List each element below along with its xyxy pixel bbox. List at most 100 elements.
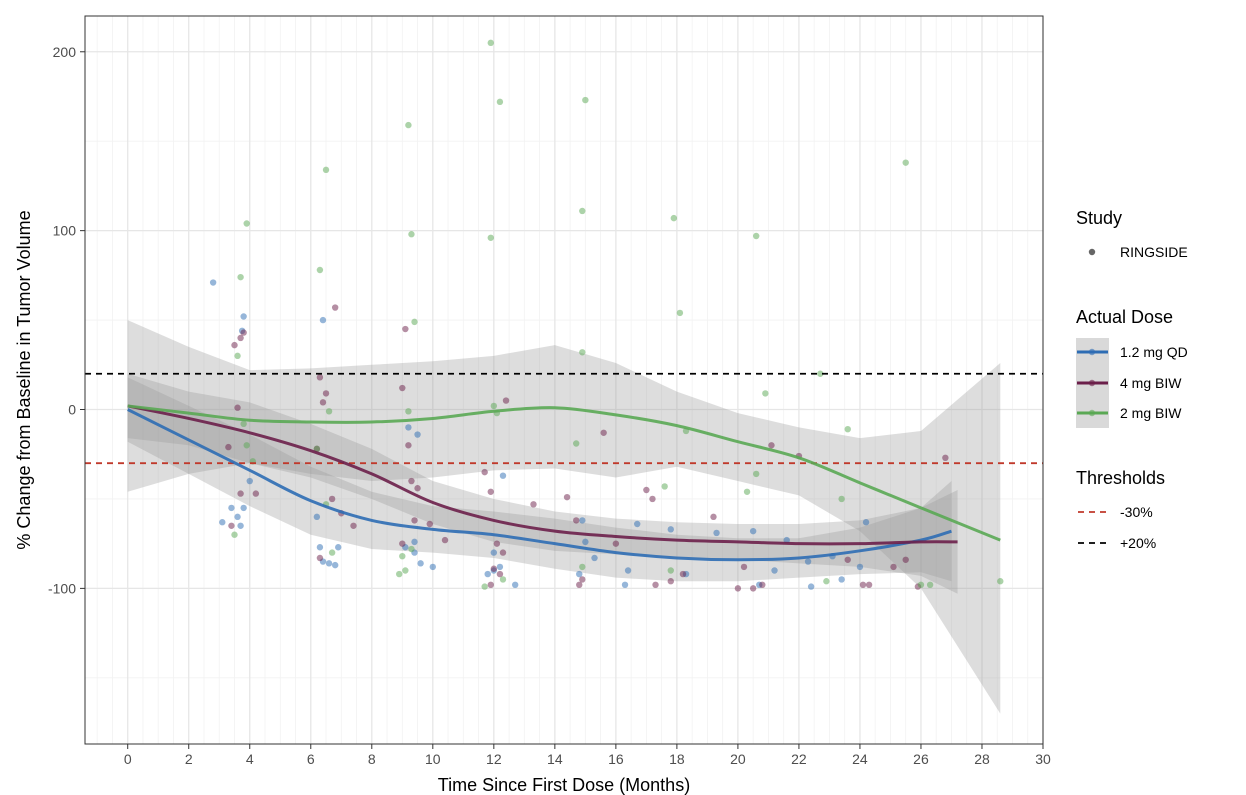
data-point bbox=[496, 570, 504, 578]
y-tick-label: 0 bbox=[68, 402, 76, 418]
data-point bbox=[496, 563, 504, 571]
x-tick-label: 2 bbox=[185, 751, 193, 767]
data-point bbox=[612, 540, 620, 547]
data-point bbox=[679, 570, 687, 578]
data-point bbox=[838, 495, 845, 503]
data-point bbox=[408, 477, 415, 485]
data-point bbox=[328, 549, 336, 556]
data-point bbox=[328, 495, 336, 503]
x-tick-label: 8 bbox=[368, 751, 376, 767]
data-point bbox=[511, 581, 519, 589]
data-point bbox=[499, 549, 507, 556]
legend-dose-label: 2 mg BIW bbox=[1120, 405, 1182, 421]
x-tick-label: 4 bbox=[246, 751, 254, 767]
data-point bbox=[402, 567, 409, 574]
data-point bbox=[563, 493, 571, 501]
data-point bbox=[768, 442, 775, 449]
plot-background bbox=[85, 16, 1043, 744]
data-point bbox=[325, 560, 333, 567]
legend-study-title: Study bbox=[1076, 208, 1122, 228]
y-tick-label: -100 bbox=[48, 580, 76, 596]
x-tick-label: 30 bbox=[1035, 751, 1051, 767]
data-point bbox=[490, 565, 498, 572]
x-tick-label: 26 bbox=[913, 751, 929, 767]
legend-dose-key-point bbox=[1088, 348, 1096, 356]
legend-dose-key-point bbox=[1088, 409, 1096, 417]
data-point bbox=[429, 563, 437, 571]
data-point bbox=[319, 399, 327, 406]
data-point bbox=[661, 483, 668, 490]
data-point bbox=[759, 581, 766, 589]
data-point bbox=[234, 404, 241, 411]
data-point bbox=[573, 517, 580, 524]
data-point bbox=[862, 519, 870, 526]
data-point bbox=[591, 554, 598, 562]
data-point bbox=[487, 39, 494, 47]
data-point bbox=[234, 513, 241, 521]
data-point bbox=[579, 563, 586, 571]
data-point bbox=[350, 522, 357, 529]
data-point bbox=[411, 517, 418, 524]
data-point bbox=[783, 536, 790, 544]
data-point bbox=[667, 578, 674, 585]
legend-dose-key-point bbox=[1088, 379, 1096, 387]
data-point bbox=[228, 522, 235, 529]
x-tick-label: 20 bbox=[730, 751, 746, 767]
x-tick-label: 28 bbox=[974, 751, 990, 767]
data-point bbox=[624, 567, 632, 574]
data-point bbox=[331, 304, 339, 311]
data-point bbox=[499, 576, 507, 583]
data-point bbox=[753, 470, 760, 478]
data-point bbox=[237, 490, 244, 497]
data-point bbox=[484, 570, 491, 578]
data-point bbox=[228, 504, 235, 512]
data-point bbox=[396, 570, 403, 578]
legend-threshold-label: +20% bbox=[1120, 535, 1156, 551]
legend-threshold-label: -30% bbox=[1120, 504, 1153, 520]
data-point bbox=[579, 517, 586, 524]
x-tick-label: 14 bbox=[547, 751, 563, 767]
data-point bbox=[240, 329, 247, 336]
data-point bbox=[246, 477, 253, 485]
x-tick-label: 0 bbox=[124, 751, 132, 767]
data-point bbox=[441, 536, 449, 544]
data-point bbox=[481, 468, 488, 476]
y-axis-title: % Change from Baseline in Tumor Volume bbox=[14, 210, 34, 549]
data-point bbox=[316, 374, 324, 381]
confidence-band bbox=[127, 320, 1001, 714]
data-point bbox=[582, 96, 589, 104]
data-point bbox=[804, 558, 812, 565]
data-point bbox=[844, 556, 851, 563]
data-point bbox=[405, 442, 412, 449]
data-point bbox=[670, 214, 678, 222]
legend-dose-label: 1.2 mg QD bbox=[1120, 344, 1188, 360]
data-point bbox=[322, 390, 330, 397]
data-point bbox=[331, 561, 339, 569]
data-point bbox=[209, 279, 217, 286]
data-point bbox=[749, 527, 757, 535]
data-point bbox=[667, 567, 674, 574]
legend-dose-title: Actual Dose bbox=[1076, 307, 1173, 327]
data-point bbox=[749, 585, 757, 592]
data-point bbox=[243, 220, 250, 227]
data-point bbox=[487, 234, 494, 241]
data-point bbox=[823, 578, 830, 585]
data-point bbox=[490, 402, 498, 410]
data-point bbox=[917, 581, 925, 589]
confidence-band bbox=[127, 373, 958, 594]
data-point bbox=[313, 513, 321, 521]
data-point bbox=[676, 309, 684, 317]
data-point bbox=[844, 425, 851, 433]
data-point bbox=[838, 576, 845, 583]
data-point bbox=[414, 485, 421, 492]
data-point bbox=[399, 552, 406, 560]
data-point bbox=[411, 318, 418, 326]
data-point bbox=[426, 520, 433, 528]
data-point bbox=[487, 488, 494, 495]
data-point bbox=[481, 583, 488, 590]
data-point bbox=[856, 563, 864, 571]
data-point bbox=[643, 486, 650, 494]
data-point bbox=[865, 581, 873, 589]
data-point bbox=[576, 581, 583, 589]
data-point bbox=[667, 526, 674, 533]
